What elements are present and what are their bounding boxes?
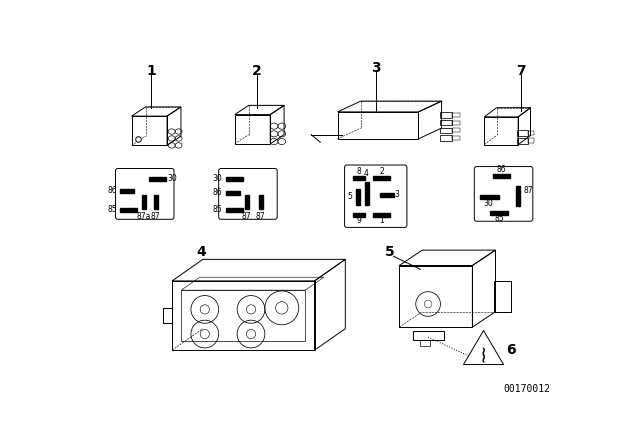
Bar	[517, 130, 528, 136]
Text: 85: 85	[212, 205, 221, 214]
Bar	[163, 308, 172, 323]
Text: 85: 85	[494, 214, 504, 223]
Text: 85: 85	[108, 205, 117, 214]
Text: 9: 9	[356, 216, 361, 225]
Bar	[353, 213, 365, 217]
Text: 5: 5	[385, 246, 394, 259]
Bar	[227, 191, 240, 195]
Bar	[148, 177, 166, 181]
Bar	[481, 195, 499, 199]
Bar	[353, 176, 365, 180]
Bar	[528, 131, 534, 135]
Bar	[227, 208, 243, 211]
Bar	[120, 208, 137, 211]
Text: 7: 7	[516, 64, 525, 78]
Bar	[440, 128, 452, 133]
Bar	[141, 195, 145, 209]
Bar	[493, 174, 509, 178]
Text: 8: 8	[356, 167, 361, 176]
Text: 6: 6	[506, 343, 515, 357]
Bar	[440, 135, 452, 141]
Text: ~: ~	[477, 351, 490, 362]
Text: 30: 30	[483, 198, 493, 207]
Bar	[440, 112, 452, 118]
Bar	[259, 195, 262, 209]
Text: 00170012: 00170012	[503, 383, 550, 394]
Bar	[413, 331, 444, 340]
Text: 87: 87	[524, 186, 533, 195]
Bar	[516, 186, 520, 206]
Text: 4: 4	[196, 246, 206, 259]
Bar	[517, 138, 528, 144]
Text: 87: 87	[241, 212, 251, 221]
Text: 30: 30	[212, 174, 221, 183]
Text: 86: 86	[497, 165, 506, 174]
Bar	[120, 189, 134, 193]
Text: 1: 1	[380, 216, 384, 225]
Text: 4: 4	[364, 169, 369, 178]
Text: 86: 86	[212, 188, 221, 197]
Bar	[372, 213, 390, 217]
Text: 5: 5	[347, 192, 352, 201]
Bar	[452, 121, 460, 125]
Bar	[372, 176, 390, 180]
Bar	[380, 193, 394, 197]
Text: 87: 87	[150, 212, 161, 221]
Bar	[227, 177, 243, 181]
Text: 87a: 87a	[136, 212, 150, 221]
Text: 3: 3	[394, 190, 399, 199]
Text: 1: 1	[146, 64, 156, 78]
Text: 2: 2	[380, 167, 384, 176]
Bar	[420, 340, 429, 346]
Bar	[490, 211, 508, 215]
Bar	[356, 189, 360, 206]
Bar	[452, 136, 460, 140]
Bar	[494, 281, 511, 312]
Bar	[365, 182, 369, 206]
Bar	[528, 138, 534, 143]
Text: 87: 87	[255, 212, 265, 221]
Text: 86: 86	[108, 186, 117, 195]
Bar	[154, 195, 158, 209]
Text: 30: 30	[168, 174, 177, 183]
Text: 3: 3	[371, 60, 381, 75]
Bar	[452, 129, 460, 132]
Bar	[245, 195, 249, 209]
Text: ~: ~	[477, 344, 490, 355]
Text: 2: 2	[252, 64, 262, 78]
Bar	[440, 120, 452, 125]
Bar	[452, 113, 460, 117]
